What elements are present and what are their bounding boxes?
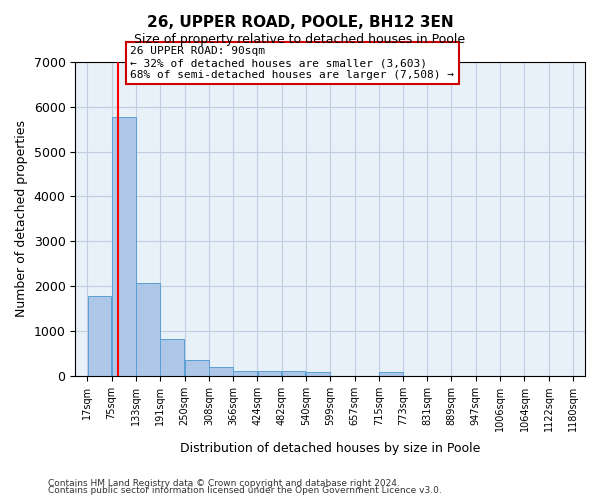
Bar: [88, 296, 112, 376]
Bar: [160, 339, 184, 376]
Bar: [379, 372, 403, 376]
Text: Contains public sector information licensed under the Open Government Licence v3: Contains public sector information licen…: [48, 486, 442, 495]
Bar: [306, 372, 330, 376]
Text: 26 UPPER ROAD: 90sqm
← 32% of detached houses are smaller (3,603)
68% of semi-de: 26 UPPER ROAD: 90sqm ← 32% of detached h…: [130, 46, 454, 80]
Bar: [185, 360, 209, 376]
Bar: [136, 284, 160, 376]
Y-axis label: Number of detached properties: Number of detached properties: [15, 120, 28, 318]
Bar: [209, 368, 233, 376]
Text: Contains HM Land Registry data © Crown copyright and database right 2024.: Contains HM Land Registry data © Crown c…: [48, 478, 400, 488]
Text: 26, UPPER ROAD, POOLE, BH12 3EN: 26, UPPER ROAD, POOLE, BH12 3EN: [146, 15, 454, 30]
Bar: [233, 370, 257, 376]
Bar: [282, 372, 305, 376]
Bar: [112, 116, 136, 376]
Text: Size of property relative to detached houses in Poole: Size of property relative to detached ho…: [134, 32, 466, 46]
Bar: [257, 371, 281, 376]
X-axis label: Distribution of detached houses by size in Poole: Distribution of detached houses by size …: [180, 442, 481, 455]
